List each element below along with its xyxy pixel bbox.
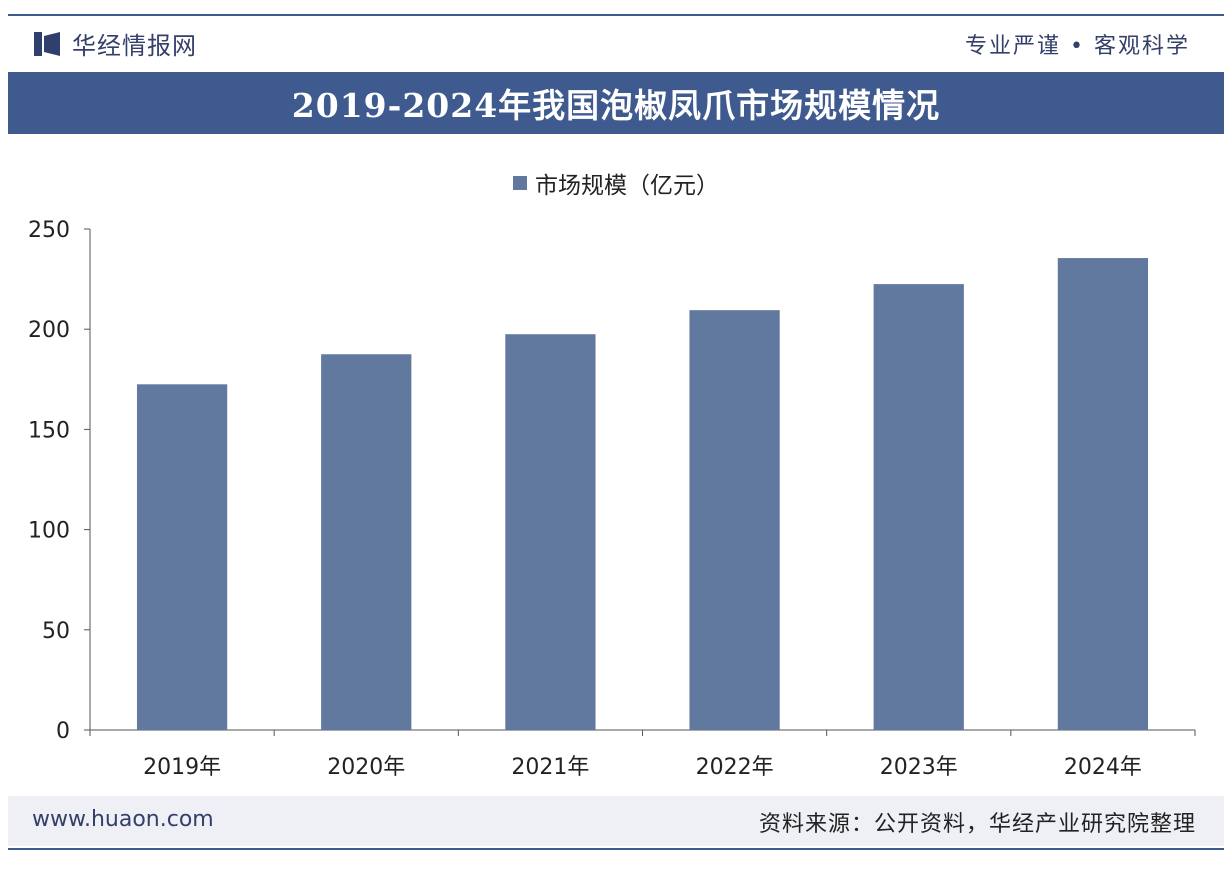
y-tick-label: 0 — [56, 719, 70, 744]
x-tick-label: 2021年 — [511, 755, 589, 780]
footer-source: 资料来源：公开资料，华经产业研究院整理 — [758, 812, 1196, 837]
y-tick-label: 250 — [28, 218, 70, 243]
chart-title: 2019-2024年我国泡椒凤爪市场规模情况 — [291, 86, 941, 125]
y-tick-label: 150 — [28, 418, 70, 443]
y-tick-label: 50 — [42, 619, 70, 644]
header: 华经情报网 专业严谨 • 客观科学 — [8, 18, 1224, 68]
x-tick-label: 2019年 — [143, 755, 221, 780]
x-tick-label: 2022年 — [696, 755, 774, 780]
x-tick-label: 2024年 — [1064, 755, 1142, 780]
brand-logo-icon — [34, 31, 60, 56]
legend-swatch — [513, 176, 527, 190]
slogan: 专业严谨 • 客观科学 — [965, 34, 1190, 59]
footer-bar: www.huaon.com 资料来源：公开资料，华经产业研究院整理 — [8, 796, 1224, 846]
bar — [873, 284, 964, 730]
y-tick-label: 200 — [28, 318, 70, 343]
bottom-rule — [8, 848, 1224, 850]
brand-name: 华经情报网 — [72, 32, 197, 60]
legend-label: 市场规模（亿元） — [535, 173, 719, 199]
chart-legend: 市场规模（亿元） — [0, 166, 1232, 200]
x-tick-label: 2023年 — [880, 755, 958, 780]
bar — [505, 334, 596, 730]
footer-url: www.huaon.com — [32, 807, 214, 832]
bar — [321, 354, 412, 730]
bar — [136, 384, 228, 730]
title-bar: 2019-2024年我国泡椒凤爪市场规模情况 — [8, 72, 1224, 134]
x-tick-label: 2020年 — [327, 755, 405, 780]
brand: 华经情报网 — [34, 26, 197, 61]
y-tick-label: 100 — [28, 519, 70, 544]
top-rule — [8, 14, 1224, 16]
bar — [689, 310, 780, 730]
bar — [1057, 258, 1149, 730]
